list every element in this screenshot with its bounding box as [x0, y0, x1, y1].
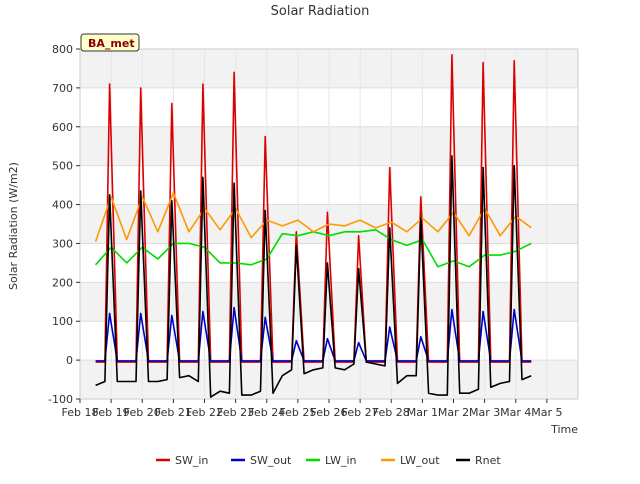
y-axis-ticks: -100 0 100 200 300 400 500 600 700 800 [48, 43, 80, 406]
series-line-lw_out [94, 192, 532, 242]
legend: SW_in SW_out LW_in LW_out Rnet [156, 454, 501, 467]
x-tick-label: Mar 1 [407, 406, 438, 419]
y-tick-label: 500 [52, 160, 73, 173]
chart-title: Solar Radiation [271, 4, 370, 19]
x-tick-label: Mar 5 [531, 406, 562, 419]
legend-label-lw_out: LW_out [400, 454, 440, 467]
x-tick-label: Feb 28 [373, 406, 410, 419]
y-tick-label: 100 [52, 315, 73, 328]
x-tick-label: Feb 25 [279, 406, 316, 419]
y-tick-label: 800 [52, 43, 73, 56]
legend-label-sw_out: SW_out [250, 454, 292, 467]
annotation-box: BA_met [80, 33, 140, 52]
x-tick-label: Feb 18 [62, 406, 99, 419]
y-tick-label: 200 [52, 276, 73, 289]
y-tick-label: 400 [52, 199, 73, 212]
series-lines [94, 53, 532, 398]
x-tick-label: Feb 22 [186, 406, 223, 419]
legend-label-sw_in: SW_in [175, 454, 208, 467]
x-tick-label: Feb 27 [342, 406, 379, 419]
y-axis-label: Solar Radiation (W/m2) [7, 162, 20, 290]
y-tick-label: 0 [66, 354, 73, 367]
x-axis-label: Time [550, 423, 578, 436]
series-line-rnet [95, 155, 532, 398]
x-tick-label: Mar 4 [500, 406, 531, 419]
x-tick-label: Mar 3 [469, 406, 500, 419]
series-line-sw_in [95, 53, 532, 363]
annotation-label: BA_met [88, 37, 135, 50]
x-tick-label: Feb 24 [248, 406, 285, 419]
x-tick-label: Feb 21 [155, 406, 192, 419]
y-tick-label: -100 [48, 393, 73, 406]
legend-label-rnet: Rnet [475, 454, 501, 467]
y-tick-label: 600 [52, 121, 73, 134]
y-tick-label: 700 [52, 82, 73, 95]
y-tick-label: 300 [52, 237, 73, 250]
x-tick-label: Feb 23 [217, 406, 254, 419]
x-tick-label: Feb 20 [124, 406, 161, 419]
legend-label-lw_in: LW_in [325, 454, 357, 467]
x-tick-label: Feb 26 [311, 406, 348, 419]
x-tick-label: Feb 19 [93, 406, 130, 419]
x-tick-label: Mar 2 [438, 406, 469, 419]
